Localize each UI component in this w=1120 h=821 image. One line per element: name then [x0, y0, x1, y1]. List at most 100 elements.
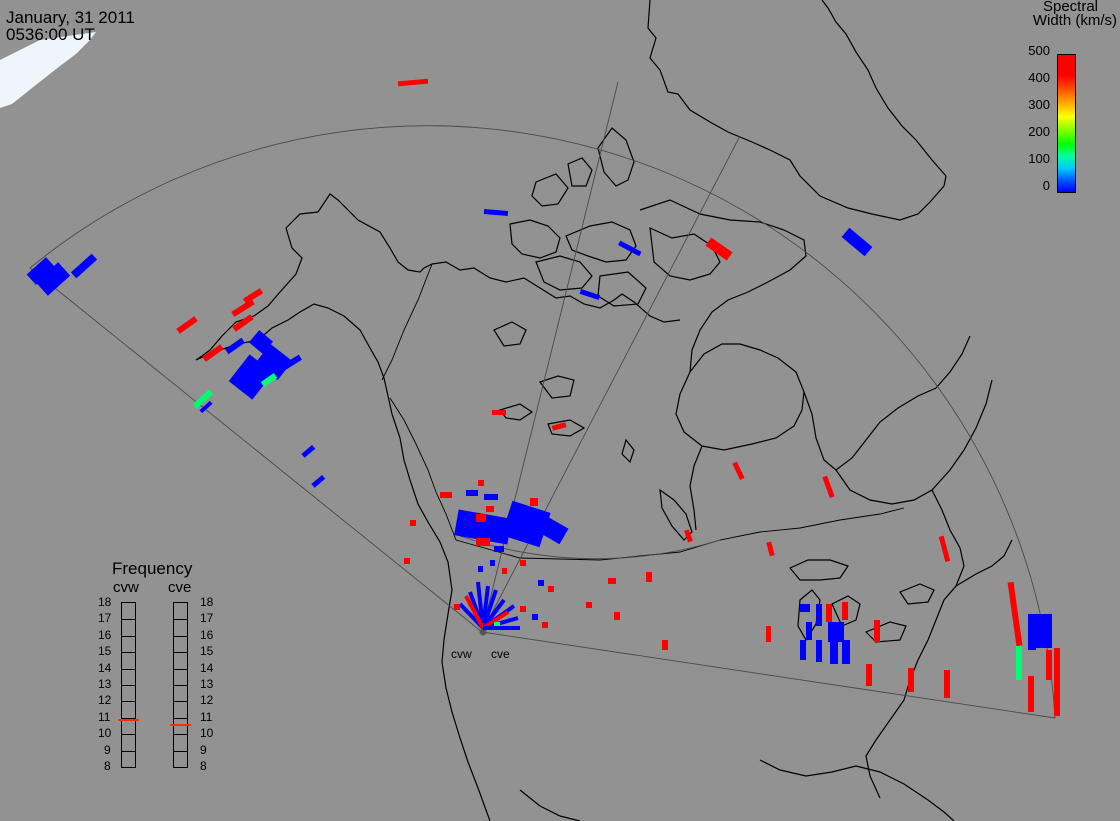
- echo-cell: [826, 604, 832, 622]
- echo-cell: [646, 572, 652, 582]
- radar-name: cve: [168, 579, 192, 596]
- echo-cell: [492, 410, 506, 415]
- frequency-tick-label: 10: [200, 726, 214, 741]
- frequency-scale-cve: [173, 602, 188, 768]
- echo-cell: [483, 208, 509, 217]
- echo-cell: [199, 400, 213, 414]
- frequency-tick-label: 8: [104, 759, 111, 773]
- echo-cell: [766, 626, 771, 642]
- echo-cell: [454, 509, 512, 545]
- fov-outline: [29, 81, 1056, 719]
- echo-cell: [538, 580, 544, 586]
- echo-cell: [816, 640, 822, 662]
- echo-cell: [608, 578, 616, 584]
- colorbar-tick: 400: [1028, 70, 1050, 85]
- frequency-tick-label: 8: [200, 759, 207, 773]
- echo-cell: [874, 620, 880, 642]
- colorbar-tick: 0: [1042, 178, 1050, 193]
- frequency-tick-label: 16: [200, 627, 214, 642]
- echo-cell: [410, 520, 416, 526]
- echo-cell: [486, 506, 494, 512]
- echo-cell: [280, 354, 302, 372]
- echo-cell: [938, 535, 951, 563]
- colorbar: [1057, 54, 1076, 193]
- echo-cell: [502, 568, 507, 574]
- echo-cell: [1054, 648, 1060, 716]
- echo-cell: [806, 622, 812, 640]
- frequency-tick-label: 18: [200, 595, 214, 609]
- frequency-tick-label: 14: [200, 660, 214, 675]
- echo-cell: [481, 589, 498, 629]
- echo-cell: [242, 288, 264, 304]
- echo-cell: [70, 253, 98, 279]
- echo-cell: [684, 529, 693, 543]
- echo-cell: [944, 670, 950, 698]
- echo-cell: [476, 514, 486, 522]
- echo-cell: [464, 595, 485, 629]
- frequency-title: Frequency: [112, 559, 193, 578]
- ice-corner: [0, 32, 96, 108]
- echo-cell: [494, 622, 500, 626]
- frequency-tick-label: 12: [200, 693, 214, 708]
- echo-cell: [481, 610, 510, 630]
- echo-cell: [662, 640, 668, 650]
- echo-cell: [548, 586, 554, 592]
- coastlines: [195, 0, 1013, 821]
- echo-cell: [192, 389, 214, 409]
- echo-cell: [225, 337, 245, 355]
- echo-cell: [766, 541, 775, 557]
- site-label: cvw: [451, 647, 472, 661]
- echo-cell: [614, 612, 620, 620]
- echo-cell: [822, 475, 835, 499]
- echo-cell: [520, 560, 526, 566]
- echo-cell: [454, 604, 460, 610]
- echo-cell: [542, 622, 548, 628]
- echo-cell: [800, 604, 810, 612]
- echo-cell: [202, 344, 224, 362]
- colorbar-tick: 100: [1028, 151, 1050, 166]
- echo-cell: [842, 602, 848, 620]
- frequency-tick-label: 13: [98, 677, 112, 691]
- echo-cell: [466, 490, 478, 496]
- echo-cell: [35, 262, 71, 296]
- frequency-tick-label: 14: [98, 660, 112, 675]
- echo-cell: [232, 314, 254, 332]
- echo-cell: [800, 640, 806, 660]
- time-label: 0536:00 UT: [6, 25, 95, 44]
- echo-cell: [478, 566, 483, 572]
- echo-cell: [705, 237, 733, 261]
- frequency-marker-cve: [170, 724, 191, 726]
- frequency-marker-cvw: [118, 719, 139, 722]
- frequency-tick-label: 11: [98, 709, 111, 724]
- frequency-tick-label: 18: [98, 595, 112, 609]
- echo-cell: [841, 227, 873, 257]
- echo-cell: [501, 500, 551, 548]
- colorbar-tick: 500: [1028, 43, 1050, 58]
- frequency-tick-label: 11: [200, 709, 213, 724]
- echo-cell: [26, 257, 56, 285]
- date-label: January, 31 2011: [6, 8, 135, 27]
- echo-cell: [520, 606, 526, 612]
- frequency-tick-label: 16: [98, 627, 112, 642]
- echo-cell: [1046, 650, 1052, 680]
- echo-cell: [586, 602, 592, 608]
- colorbar-title-line1: Spectral: [1042, 0, 1098, 15]
- colorbar-tick: 300: [1028, 97, 1050, 112]
- echo-cell: [828, 622, 844, 642]
- echo-cell: [1007, 581, 1023, 647]
- frequency-tick-label: 12: [98, 693, 112, 708]
- echo-cell: [908, 668, 914, 692]
- echo-cell: [490, 560, 495, 566]
- echo-cell: [494, 546, 504, 552]
- frequency-tick-label: 9: [200, 742, 207, 757]
- echo-cell: [1028, 676, 1034, 712]
- colorbar-tick: 200: [1028, 124, 1050, 139]
- frequency-tick-label: 10: [98, 726, 112, 741]
- borders: [381, 263, 905, 561]
- echo-cell: [530, 498, 538, 506]
- colorbar-title-line2: Width (km/s): [1032, 12, 1117, 29]
- echo-cell: [533, 513, 569, 545]
- frequency-tick-label: 15: [200, 644, 214, 659]
